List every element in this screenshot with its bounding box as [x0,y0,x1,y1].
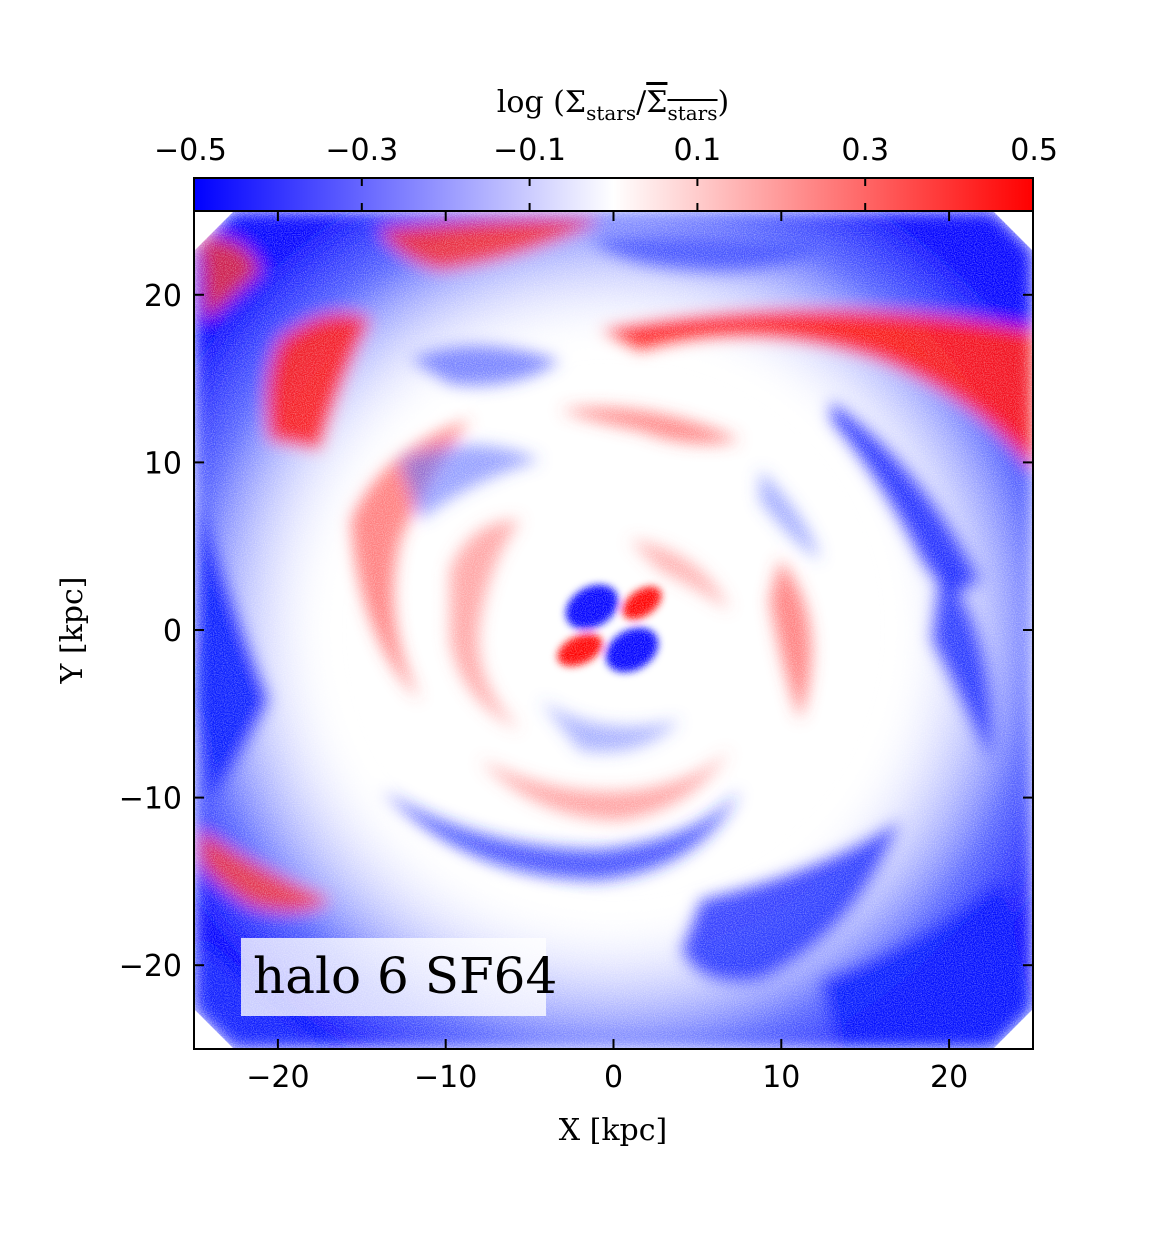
y-axis: −20 −10 0 10 20 [119,279,1033,984]
y-tick-label: −20 [119,949,182,984]
x-tick-label: 10 [762,1060,800,1095]
colorbar-ticks: −0.5 −0.3 −0.1 0.1 0.3 0.5 [154,133,1058,211]
colorbar-tick-label: −0.5 [154,133,227,168]
colorbar-tick-label: −0.3 [325,133,398,168]
colorbar-gradient [193,177,1034,212]
heatmap-image [194,211,1033,1049]
x-tick-label: 20 [930,1060,968,1095]
colorbar-tick-label: −0.1 [493,133,566,168]
x-tick-label: −20 [246,1060,309,1095]
x-axis: −20 −10 0 10 20 [246,211,968,1095]
colorbar-tick-label: 0.5 [1010,133,1058,168]
colorbar-tick-label: 0.1 [674,133,722,168]
colorbar: −0.5 −0.3 −0.1 0.1 0.3 0.5 log (Σstars/Σstars… [154,85,1058,212]
y-tick-label: −10 [119,782,182,817]
x-axis-label: X [kpc] [559,1113,668,1148]
annotation-box: halo 6 SF64 [241,938,557,1016]
x-tick-label: 0 [604,1060,623,1095]
x-tick-label: −10 [414,1060,477,1095]
colorbar-tick-label: 0.3 [841,133,889,168]
annotation-label: halo 6 SF64 [253,947,557,1005]
y-axis-label: Y [kpc] [55,577,90,685]
y-tick-label: 0 [163,614,182,649]
y-tick-label: 10 [144,446,182,481]
colorbar-label: log (Σstars/Σstars) [497,85,729,125]
y-tick-label: 20 [144,279,182,314]
